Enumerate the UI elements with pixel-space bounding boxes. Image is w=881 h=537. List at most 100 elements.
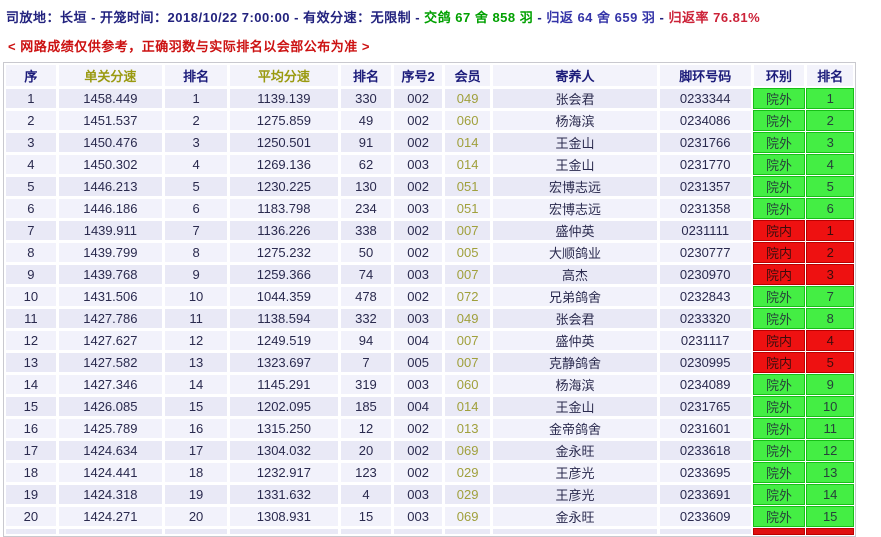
cell-keeper: 宏博志远	[492, 176, 658, 197]
table-row: 8 1439.799 8 1275.232 50 002 005 大顺鸽业 02…	[5, 242, 854, 263]
cell-single-rank: 13	[164, 352, 229, 373]
table-row: 12 1427.627 12 1249.519 94 004 007 盛仲英 0…	[5, 330, 854, 351]
cell-single-speed: 1450.476	[57, 132, 164, 153]
cell-single-rank: 20	[164, 506, 229, 527]
cell-single-rank: 15	[164, 396, 229, 417]
cell-single-speed: 1439.799	[57, 242, 164, 263]
cell-single-rank: 18	[164, 462, 229, 483]
cell-single-rank: 6	[164, 198, 229, 219]
cell-avg-rank: 185	[339, 396, 393, 417]
cell-keeper: 高杰	[492, 264, 658, 285]
cell-seq: 12	[5, 330, 57, 351]
table-row: 4 1450.302 4 1269.136 62 003 014 王金山 023…	[5, 154, 854, 175]
cell-seq2: 002	[393, 418, 443, 439]
column-header-single-rank: 排名	[164, 64, 229, 87]
cell-single-speed: 1424.318	[57, 484, 164, 505]
cell-member: 051	[443, 176, 492, 197]
table-row: 18 1424.441 18 1232.917 123 002 029 王彦光 …	[5, 462, 854, 483]
cell-ring-type: 院外	[752, 176, 806, 197]
cell-zone-rank: 3	[806, 264, 854, 285]
cell-avg-speed: 1304.032	[229, 440, 339, 461]
cell-member: 014	[443, 154, 492, 175]
cell-avg-rank: 319	[339, 374, 393, 395]
cell-seq: 2	[5, 110, 57, 131]
cell-member: 007	[443, 264, 492, 285]
cell-avg-rank: 478	[339, 286, 393, 307]
cell-ring-number: 0233618	[658, 440, 752, 461]
cell-ring-type: 院内	[752, 242, 806, 263]
cell-avg-speed: 1275.859	[229, 110, 339, 131]
cell-ring-number: 0231770	[658, 154, 752, 175]
cell-single-rank: 5	[164, 176, 229, 197]
cell-avg-rank: 49	[339, 110, 393, 131]
cell-single-speed: 1424.271	[57, 506, 164, 527]
cell-zone-rank: 6	[806, 198, 854, 219]
cell-keeper: 王金山	[492, 396, 658, 417]
cell-keeper: 张会君	[492, 88, 658, 109]
column-header-seq2: 序号2	[393, 64, 443, 87]
sent-count: 交鸽 67 舍 858 羽	[424, 10, 534, 25]
cell-member: 007	[443, 352, 492, 373]
cell-member: 072	[443, 286, 492, 307]
cell-single-rank: 4	[164, 154, 229, 175]
cell-zone-rank: 1	[806, 88, 854, 109]
cell-ring-type: 院外	[752, 506, 806, 527]
cell-keeper: 金帝鸽舍	[492, 418, 658, 439]
cell-ring-number: 0230970	[658, 264, 752, 285]
table-row: 11 1427.786 11 1138.594 332 003 049 张会君 …	[5, 308, 854, 329]
cell-keeper: 王金山	[492, 132, 658, 153]
cell-zone-rank: 15	[806, 506, 854, 527]
column-header-keeper: 寄养人	[492, 64, 658, 87]
results-body: 1 1458.449 1 1139.139 330 002 049 张会君 02…	[5, 88, 854, 535]
cell-single-rank: 14	[164, 374, 229, 395]
cell-seq: 4	[5, 154, 57, 175]
column-header-member: 会员	[443, 64, 492, 87]
cell-seq: 15	[5, 396, 57, 417]
cell-avg-rank: 94	[339, 330, 393, 351]
cell-single-rank: 17	[164, 440, 229, 461]
cell-zone-rank: 2	[806, 110, 854, 131]
cell-single-rank: 3	[164, 132, 229, 153]
cell-single-rank: 1	[164, 88, 229, 109]
cell-seq2: 003	[393, 374, 443, 395]
cell-seq2: 002	[393, 220, 443, 241]
partial-next-row	[5, 528, 854, 535]
cell-ring-number: 0231765	[658, 396, 752, 417]
cell-zone-rank: 9	[806, 374, 854, 395]
cell-seq: 14	[5, 374, 57, 395]
cell-seq2: 004	[393, 330, 443, 351]
cell-member: 060	[443, 374, 492, 395]
cell-seq2: 002	[393, 286, 443, 307]
cell-seq: 5	[5, 176, 57, 197]
cell-zone-rank: 5	[806, 176, 854, 197]
cell-avg-rank: 20	[339, 440, 393, 461]
separator: -	[411, 10, 425, 25]
cell-single-rank: 2	[164, 110, 229, 131]
cell-seq: 1	[5, 88, 57, 109]
cell-ring-type: 院外	[752, 132, 806, 153]
cell-zone-rank: 11	[806, 418, 854, 439]
cell-member: 005	[443, 242, 492, 263]
cell-zone-rank: 13	[806, 462, 854, 483]
cell-ring-type: 院外	[752, 154, 806, 175]
cell-zone-rank: 4	[806, 154, 854, 175]
column-header-ring-type: 环别	[752, 64, 806, 87]
cell-single-speed: 1451.537	[57, 110, 164, 131]
cell-avg-rank: 50	[339, 242, 393, 263]
cell-single-rank: 7	[164, 220, 229, 241]
cell-avg-rank: 338	[339, 220, 393, 241]
notice-line: < 网路成绩仅供参考，正确羽数与实际排名以会部公布为准 >	[8, 39, 370, 54]
cell-ring-type: 院外	[752, 308, 806, 329]
cell-keeper: 克静鸽舍	[492, 352, 658, 373]
cell-seq2: 002	[393, 462, 443, 483]
cell-ring-number: 0231766	[658, 132, 752, 153]
cell-single-speed: 1427.582	[57, 352, 164, 373]
cell-single-rank: 8	[164, 242, 229, 263]
cell-ring-number: 0230995	[658, 352, 752, 373]
cell-seq: 13	[5, 352, 57, 373]
cell-avg-speed: 1230.225	[229, 176, 339, 197]
cell-seq2: 002	[393, 242, 443, 263]
cell-avg-rank: 234	[339, 198, 393, 219]
cell-ring-type: 院内	[752, 220, 806, 241]
cell-seq: 11	[5, 308, 57, 329]
